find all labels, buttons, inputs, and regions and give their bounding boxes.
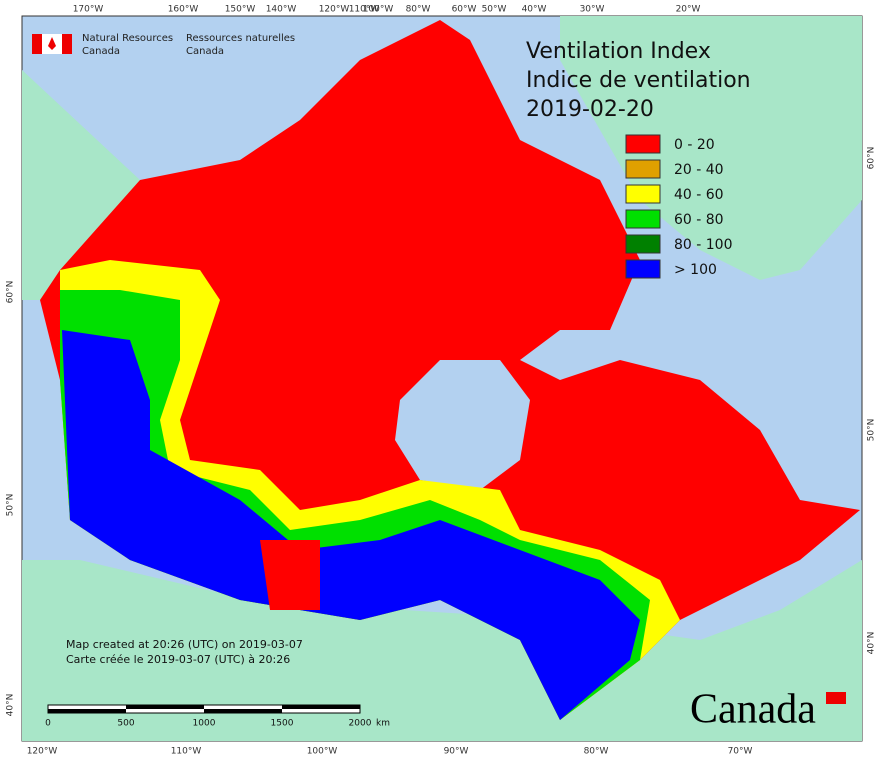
credit: Carte créée le 2019-03-07 (UTC) à 20:26	[66, 653, 290, 666]
org-name-fr: Canada	[186, 46, 224, 57]
lat-label: 50°N	[867, 419, 877, 442]
legend-swatch	[625, 184, 661, 204]
legend-swatch	[625, 134, 661, 154]
org-name-en: Natural Resources	[82, 33, 173, 44]
scale-seg	[48, 709, 126, 713]
scale-label: 2000	[349, 719, 372, 729]
wordmark-flag	[826, 692, 846, 704]
hudson-bay	[395, 360, 530, 490]
legend-label: 0 - 20	[674, 137, 715, 153]
wordmark: Canada	[690, 687, 816, 733]
scale-label: 1500	[271, 719, 294, 729]
org-name-fr: Ressources naturelles	[186, 33, 295, 44]
lon-label: 170°W	[73, 5, 104, 15]
legend-label: 20 - 40	[674, 162, 724, 178]
lon-label: 70°W	[728, 747, 753, 757]
map-title: Ventilation Index	[526, 39, 711, 64]
lon-label: 110°W	[171, 747, 202, 757]
lon-label: 100°W	[307, 747, 338, 757]
lon-label: 110°W	[349, 5, 380, 15]
credit: Map created at 20:26 (UTC) on 2019-03-07	[66, 638, 303, 651]
lon-label: 40°W	[522, 5, 547, 15]
lon-label: 30°W	[580, 5, 605, 15]
legend-label: > 100	[674, 262, 717, 278]
org-name-en: Canada	[82, 46, 120, 57]
legend-swatch	[625, 209, 661, 229]
legend-swatch	[625, 159, 661, 179]
flag-bar	[62, 34, 72, 54]
scale-seg	[126, 705, 204, 709]
lon-label: 50°W	[482, 5, 507, 15]
lon-label: 150°W	[225, 5, 256, 15]
scale-unit: km	[376, 719, 390, 729]
scale-label: 500	[117, 719, 134, 729]
lat-label: 60°N	[867, 147, 877, 170]
legend-label: 40 - 60	[674, 187, 724, 203]
lon-label: 60°W	[452, 5, 477, 15]
scale-label: 1000	[193, 719, 216, 729]
flag-bar	[32, 34, 42, 54]
map-title: Indice de ventilation	[526, 68, 751, 93]
legend-swatch	[625, 259, 661, 279]
lat-label: 40°N	[867, 632, 877, 655]
scale-label: 0	[45, 719, 51, 729]
alaska	[22, 70, 140, 300]
prairie-red	[260, 540, 320, 610]
lon-label: 80°W	[406, 5, 431, 15]
usa	[22, 560, 862, 741]
scale-seg	[204, 709, 282, 713]
scale-seg	[282, 705, 360, 709]
greenland	[560, 16, 862, 280]
lon-label: 20°W	[676, 5, 701, 15]
maple-leaf	[48, 37, 56, 50]
lat-label: 60°N	[6, 281, 16, 304]
lat-label: 40°N	[6, 694, 16, 717]
lon-label: 160°W	[168, 5, 199, 15]
map-title: 2019-02-20	[526, 97, 654, 122]
legend-swatch	[625, 234, 661, 254]
lon-label: 80°W	[584, 747, 609, 757]
lon-label: 120°W	[27, 747, 58, 757]
lon-label: 120°W	[319, 5, 350, 15]
zone-blue	[62, 330, 640, 720]
lon-label: 140°W	[266, 5, 297, 15]
lon-label: 90°W	[444, 747, 469, 757]
legend-label: 80 - 100	[674, 237, 733, 253]
legend-label: 60 - 80	[674, 212, 724, 228]
lon-label: 100°W	[363, 5, 394, 15]
lat-label: 50°N	[6, 494, 16, 517]
